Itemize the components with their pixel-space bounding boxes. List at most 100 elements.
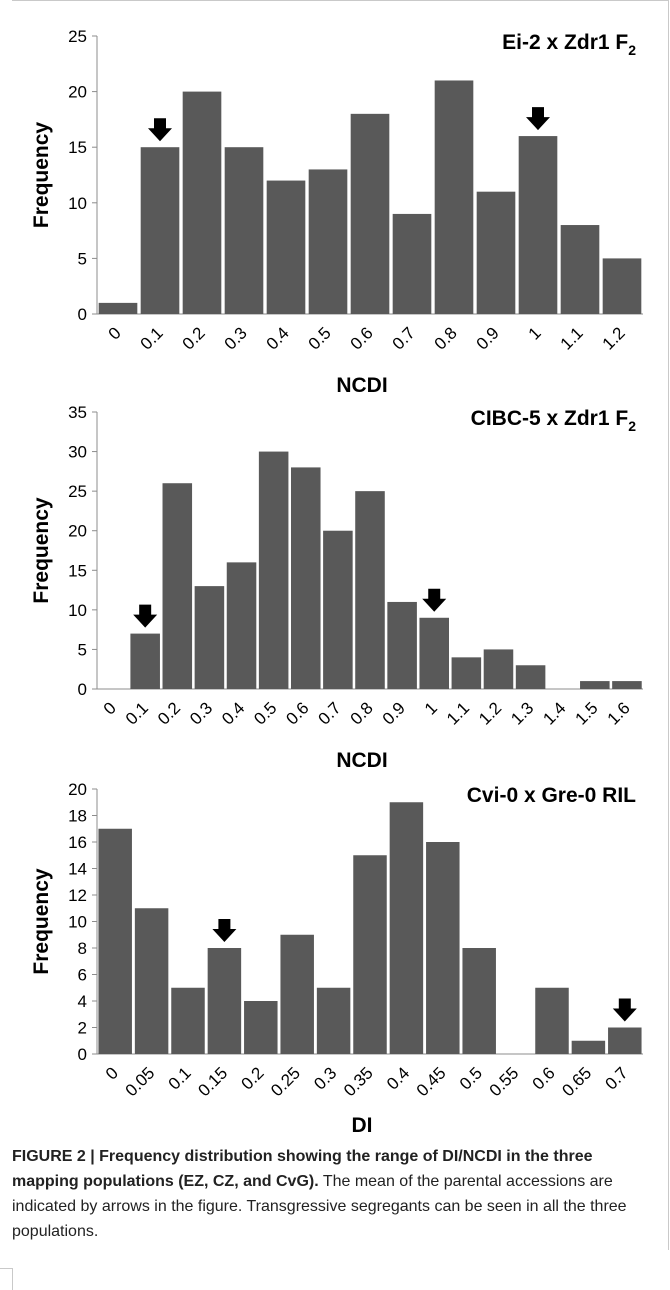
y-tick-label: 10	[68, 194, 87, 213]
x-tick-label: 1.3	[507, 698, 537, 728]
y-axis-title: Frequency	[30, 868, 53, 975]
bar	[419, 617, 450, 689]
chart-title-subscript: 2	[628, 418, 636, 434]
bar	[608, 1027, 642, 1054]
x-tick-label: 0.5	[250, 698, 280, 728]
x-tick-label: 0.4	[218, 698, 248, 728]
bar	[476, 191, 516, 314]
bar	[323, 530, 353, 689]
y-tick-label: 2	[78, 1019, 87, 1038]
x-tick-label: 0.1	[122, 698, 152, 728]
x-tick-label: 0.55	[486, 1063, 523, 1100]
x-tick-label: 1	[421, 698, 441, 718]
bar	[612, 681, 642, 689]
bar	[580, 681, 610, 689]
x-tick-label: 0.35	[340, 1063, 377, 1100]
x-tick-label: 0.9	[473, 323, 503, 353]
frame-bottom-border	[0, 1268, 13, 1269]
bar	[571, 1040, 606, 1054]
x-tick-label: 0.2	[179, 323, 209, 353]
x-tick-label: 0.8	[431, 323, 461, 353]
x-tick-label: 0.25	[267, 1063, 304, 1100]
bar	[462, 948, 496, 1054]
y-axis-title: Frequency	[30, 122, 53, 229]
x-tick-label: 0.3	[310, 1063, 340, 1093]
x-tick-label: 1.2	[475, 698, 505, 728]
bar	[171, 987, 205, 1054]
chart-title: Cvi-0 x Gre-0 RIL	[467, 784, 636, 807]
x-tick-label: 0	[102, 1063, 122, 1083]
y-tick-label: 18	[68, 807, 87, 826]
chart-title: Ei-2 x Zdr1 F2	[502, 31, 636, 58]
bar	[194, 586, 225, 689]
x-tick-label: 0.8	[347, 698, 377, 728]
bar	[560, 225, 600, 314]
x-tick-label: 1.2	[599, 323, 629, 353]
parent-mean-arrow-icon	[133, 604, 158, 628]
y-tick-label: 20	[68, 522, 87, 541]
x-tick-label: 0.1	[165, 1063, 195, 1093]
bar	[350, 113, 390, 314]
bar	[515, 665, 546, 689]
x-tick-label: 0.3	[221, 323, 251, 353]
parent-mean-arrow-icon	[612, 998, 637, 1022]
y-tick-label: 12	[68, 886, 87, 905]
x-tick-label: 0.6	[529, 1063, 559, 1093]
bar	[426, 842, 460, 1054]
bar	[308, 169, 348, 314]
parent-mean-arrow-icon	[422, 588, 447, 612]
x-tick-label: 0.4	[383, 1063, 413, 1093]
x-tick-label: 0.5	[456, 1063, 486, 1093]
bar	[387, 601, 417, 689]
bar	[602, 258, 642, 314]
bar	[355, 491, 385, 689]
bar	[244, 1001, 278, 1054]
y-tick-label: 4	[78, 992, 87, 1011]
bar	[130, 633, 160, 689]
y-tick-label: 0	[78, 1045, 87, 1064]
bar	[266, 180, 306, 314]
bar	[389, 802, 424, 1054]
bar	[258, 451, 289, 689]
x-tick-label: 0	[105, 323, 125, 343]
y-axis-title: Frequency	[30, 497, 53, 604]
bar	[182, 91, 222, 314]
x-tick-label: 1.1	[443, 698, 473, 728]
caption-body-text: The mean of the parental accessions are …	[12, 1173, 627, 1240]
x-tick-label: 0.2	[237, 1063, 267, 1093]
y-tick-label: 10	[68, 601, 87, 620]
y-tick-label: 20	[68, 83, 87, 102]
x-tick-label: 0.6	[282, 698, 312, 728]
chart-1: 0 5 10 15 20 25 Frequency 0 0.1 0.2 0.3 0.4 0.5 0.6 0.…	[30, 27, 643, 397]
bar	[207, 948, 242, 1054]
chart-title-text: Ei-2 x Zdr1 F	[502, 31, 628, 54]
parent-mean-arrow-icon	[212, 919, 237, 942]
figure-caption: FIGURE 2 | Frequency distribution showin…	[12, 1144, 652, 1244]
x-axis-title: DI	[352, 1114, 373, 1137]
chart-title: CIBC-5 x Zdr1 F2	[471, 407, 637, 434]
bar	[224, 147, 264, 314]
caption-bold-text: FIGURE 2 | Frequency distribution showin…	[12, 1148, 593, 1190]
x-tick-label: 0.1	[137, 323, 167, 353]
y-tick-label: 15	[68, 138, 87, 157]
x-tick-label: 1.6	[604, 698, 634, 728]
y-tick-label: 25	[68, 27, 87, 46]
x-tick-label: 1	[525, 323, 545, 343]
frame-left-border	[12, 1268, 13, 1290]
bar	[535, 987, 569, 1054]
bar	[98, 302, 138, 314]
x-tick-label: 0.7	[315, 698, 345, 728]
parent-mean-arrow-icon	[148, 118, 172, 142]
bar	[518, 136, 558, 314]
x-tick-label: 0.2	[154, 698, 184, 728]
x-tick-label: 1.4	[539, 698, 569, 728]
y-tick-label: 15	[68, 561, 87, 580]
x-tick-label: 0.9	[379, 698, 409, 728]
x-tick-label: 0.45	[413, 1063, 450, 1100]
y-tick-label: 14	[68, 860, 87, 879]
x-tick-label: 0.7	[389, 323, 419, 353]
x-axis-title: NCDI	[336, 374, 387, 397]
y-tick-label: 5	[78, 640, 87, 659]
